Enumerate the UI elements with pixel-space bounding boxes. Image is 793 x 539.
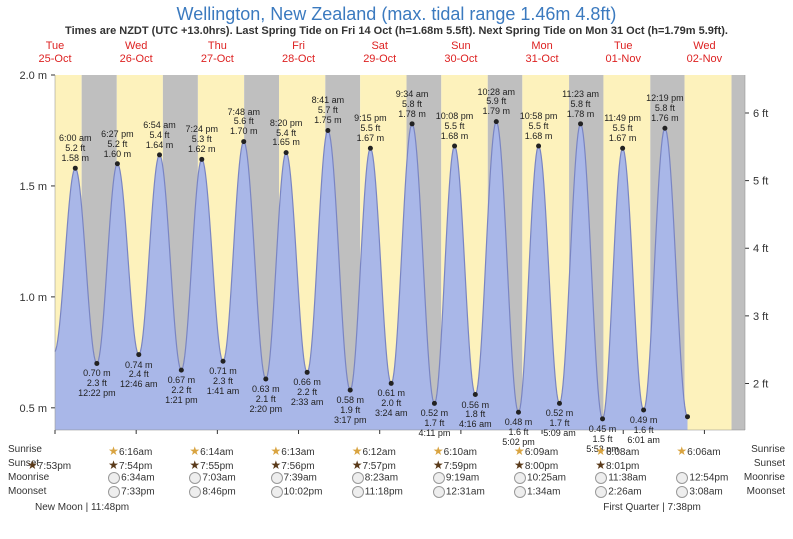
event-item: ★7:55pm [189, 458, 233, 472]
day-header: Tue25-Oct [25, 40, 85, 65]
day-header: Fri28-Oct [269, 40, 329, 65]
event-item: ★6:16am [108, 444, 152, 458]
event-item: 8:46pm [189, 486, 235, 498]
day-header: Sun30-Oct [431, 40, 491, 65]
row-label-left: Moonrise [8, 472, 49, 483]
event-item: 10:25am [514, 472, 566, 484]
day-header: Thu27-Oct [187, 40, 247, 65]
event-item: 1:34am [514, 486, 560, 498]
svg-text:5 ft: 5 ft [753, 176, 768, 188]
row-label-right: Moonset [747, 486, 785, 497]
svg-text:2.0 m: 2.0 m [19, 70, 47, 82]
svg-text:4 ft: 4 ft [753, 243, 768, 255]
event-item: 2:26am [595, 486, 641, 498]
moon-phase: First Quarter | 7:38pm [603, 502, 701, 513]
event-item: 9:19am [433, 472, 479, 484]
tide-chart: Wellington, New Zealand (max. tidal rang… [0, 0, 793, 539]
row-label-left: Moonset [8, 486, 46, 497]
event-item: ★8:00pm [514, 458, 558, 472]
event-item: ★7:57pm [352, 458, 396, 472]
event-item: 10:02pm [271, 486, 323, 498]
svg-text:6 ft: 6 ft [753, 108, 768, 120]
svg-text:3 ft: 3 ft [753, 311, 768, 323]
svg-text:0.5 m: 0.5 m [19, 403, 47, 415]
svg-text:1.5 m: 1.5 m [19, 181, 47, 193]
svg-text:1.0 m: 1.0 m [19, 292, 47, 304]
day-header: Wed02-Nov [674, 40, 734, 65]
svg-text:2 ft: 2 ft [753, 378, 768, 390]
event-item: 7:03am [189, 472, 235, 484]
event-item: 3:08am [676, 486, 722, 498]
event-item: ★6:06am [676, 444, 720, 458]
event-item: 8:23am [352, 472, 398, 484]
event-item: ★7:56pm [271, 458, 315, 472]
event-item: 7:39am [271, 472, 317, 484]
event-item: 12:31am [433, 486, 485, 498]
event-item: ★6:09am [514, 444, 558, 458]
event-item: 12:54pm [676, 472, 728, 484]
day-header: Mon31-Oct [512, 40, 572, 65]
day-header: Sat29-Oct [350, 40, 410, 65]
row-label-right: Sunset [754, 458, 785, 469]
event-item: ★6:14am [189, 444, 233, 458]
event-item: ★8:01pm [595, 458, 639, 472]
event-item: ★6:13am [271, 444, 315, 458]
event-item: 6:34am [108, 472, 154, 484]
event-item: ★6:10am [433, 444, 477, 458]
row-label-right: Moonrise [744, 472, 785, 483]
row-label-left: Sunrise [8, 444, 42, 455]
event-item: ★7:59pm [433, 458, 477, 472]
event-item: ★6:08am [595, 444, 639, 458]
event-item: ★6:12am [352, 444, 396, 458]
moon-phase: New Moon | 11:48pm [35, 502, 129, 513]
event-item: 11:38am [595, 472, 646, 484]
row-label-right: Sunrise [751, 444, 785, 455]
day-header: Tue01-Nov [593, 40, 653, 65]
event-item: 7:33pm [108, 486, 154, 498]
event-item: ★7:54pm [108, 458, 152, 472]
day-header: Wed26-Oct [106, 40, 166, 65]
event-item: ★7:53pm [27, 458, 71, 472]
event-item: 11:18pm [352, 486, 403, 498]
